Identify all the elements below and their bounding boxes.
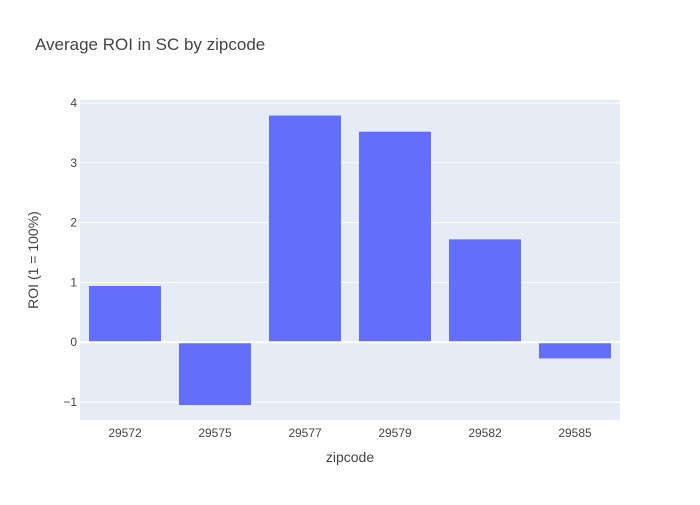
bar-29579[interactable] — [359, 131, 431, 343]
y-tick-label: 4 — [70, 96, 77, 110]
bar-29582[interactable] — [449, 239, 521, 343]
bar-29575[interactable] — [179, 342, 251, 406]
x-tick-label: 29585 — [558, 426, 592, 440]
x-axis-title: zipcode — [326, 449, 374, 465]
y-axis-ticks: −1 0 1 2 3 4 — [63, 96, 77, 409]
y-tick-label: 0 — [70, 335, 77, 349]
bar-29577[interactable] — [269, 115, 341, 343]
y-tick-label: −1 — [63, 395, 77, 409]
x-axis-ticks: 29572 29575 29577 29579 29582 29585 — [108, 426, 592, 440]
bars — [89, 115, 611, 406]
bar-29572[interactable] — [89, 286, 161, 343]
y-tick-label: 1 — [70, 275, 77, 289]
gridlines — [80, 102, 620, 403]
chart-title: Average ROI in SC by zipcode — [35, 35, 265, 54]
y-tick-label: 3 — [70, 156, 77, 170]
y-axis-title: ROI (1 = 100%) — [25, 211, 41, 309]
x-tick-label: 29577 — [288, 426, 322, 440]
x-tick-label: 29575 — [198, 426, 232, 440]
y-tick-label: 2 — [70, 216, 77, 230]
bar-29585[interactable] — [539, 342, 611, 359]
x-tick-label: 29579 — [378, 426, 412, 440]
x-tick-label: 29582 — [468, 426, 502, 440]
x-tick-label: 29572 — [108, 426, 142, 440]
plot-background — [80, 100, 620, 420]
